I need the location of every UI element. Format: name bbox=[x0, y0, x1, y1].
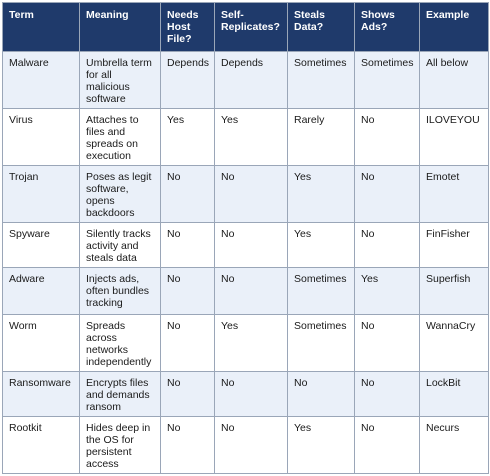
cell-example: FinFisher bbox=[419, 222, 489, 268]
cell-example: Emotet bbox=[419, 165, 489, 223]
cell-self-replicates: No bbox=[214, 416, 288, 474]
cell-steals-data: Yes bbox=[287, 222, 355, 268]
table-row: Spyware Silently tracks activity and ste… bbox=[2, 222, 489, 268]
cell-example: Necurs bbox=[419, 416, 489, 474]
cell-meaning: Silently tracks activity and steals data bbox=[79, 222, 161, 268]
header-steals-data: Steals Data? bbox=[287, 2, 355, 52]
cell-example: WannaCry bbox=[419, 314, 489, 372]
cell-needs-host-file: No bbox=[160, 165, 215, 223]
cell-shows-ads: No bbox=[354, 314, 420, 372]
cell-meaning: Injects ads, often bundles tracking bbox=[79, 267, 161, 315]
cell-shows-ads: No bbox=[354, 222, 420, 268]
cell-example: ILOVEYOU bbox=[419, 108, 489, 166]
header-row: Term Meaning Needs Host File? Self-Repli… bbox=[2, 2, 489, 52]
cell-needs-host-file: No bbox=[160, 371, 215, 417]
cell-meaning: Attaches to files and spreads on executi… bbox=[79, 108, 161, 166]
cell-needs-host-file: Depends bbox=[160, 51, 215, 109]
cell-needs-host-file: No bbox=[160, 314, 215, 372]
cell-term: Adware bbox=[2, 267, 80, 315]
cell-shows-ads: No bbox=[354, 108, 420, 166]
cell-needs-host-file: Yes bbox=[160, 108, 215, 166]
cell-self-replicates: No bbox=[214, 267, 288, 315]
cell-example: LockBit bbox=[419, 371, 489, 417]
cell-shows-ads: Sometimes bbox=[354, 51, 420, 109]
header-meaning: Meaning bbox=[79, 2, 161, 52]
cell-steals-data: Yes bbox=[287, 416, 355, 474]
cell-needs-host-file: No bbox=[160, 416, 215, 474]
header-term: Term bbox=[2, 2, 80, 52]
header-needs-host-file: Needs Host File? bbox=[160, 2, 215, 52]
cell-self-replicates: Yes bbox=[214, 108, 288, 166]
table-row: Worm Spreads across networks independent… bbox=[2, 314, 489, 372]
cell-example: Superfish bbox=[419, 267, 489, 315]
cell-steals-data: No bbox=[287, 371, 355, 417]
cell-self-replicates: No bbox=[214, 165, 288, 223]
cell-self-replicates: Yes bbox=[214, 314, 288, 372]
cell-term: Virus bbox=[2, 108, 80, 166]
cell-term: Worm bbox=[2, 314, 80, 372]
cell-shows-ads: No bbox=[354, 416, 420, 474]
cell-needs-host-file: No bbox=[160, 222, 215, 268]
cell-steals-data: Yes bbox=[287, 165, 355, 223]
header-self-replicates: Self-Replicates? bbox=[214, 2, 288, 52]
cell-meaning: Umbrella term for all malicious software bbox=[79, 51, 161, 109]
cell-self-replicates: No bbox=[214, 222, 288, 268]
table-row: Virus Attaches to files and spreads on e… bbox=[2, 108, 489, 166]
table-row: Trojan Poses as legit software, opens ba… bbox=[2, 165, 489, 223]
cell-meaning: Hides deep in the OS for persistent acce… bbox=[79, 416, 161, 474]
cell-term: Ransomware bbox=[2, 371, 80, 417]
cell-shows-ads: No bbox=[354, 371, 420, 417]
cell-self-replicates: Depends bbox=[214, 51, 288, 109]
table-row: Rootkit Hides deep in the OS for persist… bbox=[2, 416, 489, 474]
cell-term: Rootkit bbox=[2, 416, 80, 474]
cell-steals-data: Rarely bbox=[287, 108, 355, 166]
cell-shows-ads: Yes bbox=[354, 267, 420, 315]
cell-steals-data: Sometimes bbox=[287, 314, 355, 372]
cell-steals-data: Sometimes bbox=[287, 267, 355, 315]
cell-needs-host-file: No bbox=[160, 267, 215, 315]
cell-steals-data: Sometimes bbox=[287, 51, 355, 109]
table-row: Ransomware Encrypts files and demands ra… bbox=[2, 371, 489, 417]
header-example: Example bbox=[419, 2, 489, 52]
cell-meaning: Spreads across networks independently bbox=[79, 314, 161, 372]
header-shows-ads: Shows Ads? bbox=[354, 2, 420, 52]
cell-meaning: Poses as legit software, opens backdoors bbox=[79, 165, 161, 223]
cell-meaning: Encrypts files and demands ransom bbox=[79, 371, 161, 417]
cell-shows-ads: No bbox=[354, 165, 420, 223]
table-row: Malware Umbrella term for all malicious … bbox=[2, 51, 489, 109]
cell-term: Malware bbox=[2, 51, 80, 109]
table-row: Adware Injects ads, often bundles tracki… bbox=[2, 267, 489, 315]
cell-example: All below bbox=[419, 51, 489, 109]
cell-term: Trojan bbox=[2, 165, 80, 223]
cell-term: Spyware bbox=[2, 222, 80, 268]
cell-self-replicates: No bbox=[214, 371, 288, 417]
